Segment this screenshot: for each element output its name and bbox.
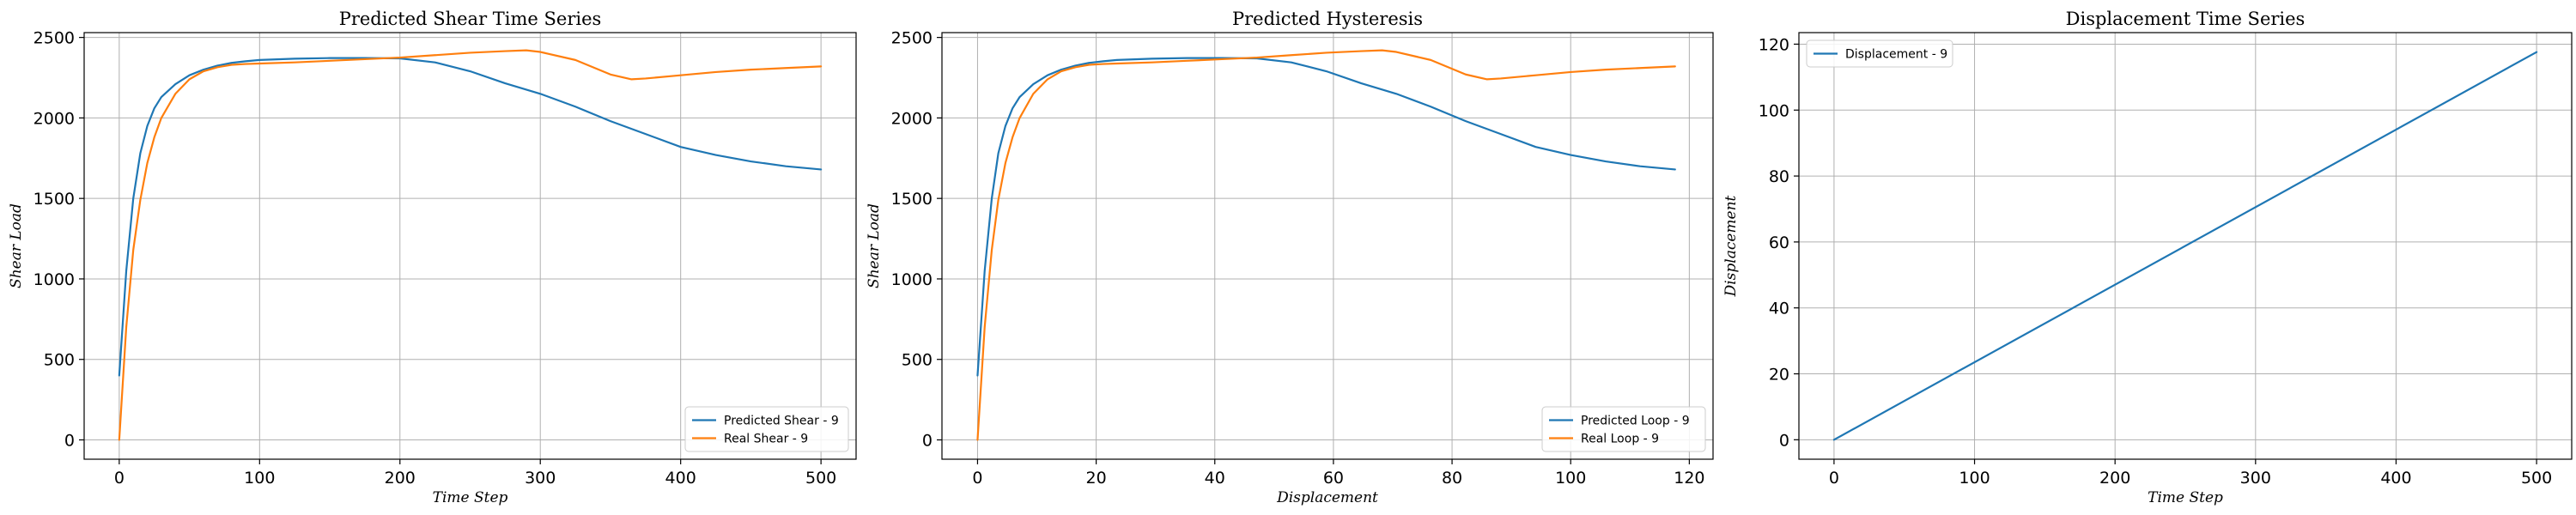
chart-3-y-tick-label: 20 xyxy=(1769,366,1789,385)
chart-3-x-tick-label: 200 xyxy=(2099,469,2130,488)
chart-3-legend-box xyxy=(1806,39,1953,68)
chart-1-x-tick-label: 400 xyxy=(665,469,696,488)
chart-3-series-displacement-9 xyxy=(1832,51,2538,441)
chart-1-legend: Predicted Shear - 9 Real Shear - 9 xyxy=(684,406,849,452)
chart-1-x-tick-label: 100 xyxy=(244,469,275,488)
chart-3-y-axis-label: Displacement xyxy=(1722,195,1740,297)
chart-2-y-tick-label: 0 xyxy=(922,431,933,450)
chart-2-x-tick-label: 0 xyxy=(972,469,982,488)
chart-2-legend-label: Real Loop - 9 xyxy=(1581,433,1659,446)
chart-2-legend-box xyxy=(1541,406,1706,452)
chart-1: 0 100 200 300 400 500 0 500 1000 1500 2000 2500 Pred… xyxy=(8,9,857,506)
chart-3-y-tick-label: 100 xyxy=(1759,101,1789,120)
chart-3-x-tick-label: 0 xyxy=(1829,469,1839,488)
chart-3-x-axis-label: Time Step xyxy=(2148,489,2223,506)
chart-2-y-axis-label: Shear Load xyxy=(866,203,883,288)
chart-3: 0 100 200 300 400 500 0 20 40 60 80 100 120 Displacem… xyxy=(1722,9,2573,506)
chart-3-x-tick-label: 100 xyxy=(1959,469,1990,488)
chart-2-x-tick-label: 100 xyxy=(1555,469,1586,488)
chart-3-x-tick-label: 500 xyxy=(2521,469,2552,488)
chart-2-y-tick-label: 1000 xyxy=(891,270,933,289)
chart-3-legend-label: Displacement - 9 xyxy=(1845,48,1947,62)
chart-2-legend-label: Predicted Loop - 9 xyxy=(1581,415,1690,428)
chart-3-legend: Displacement - 9 xyxy=(1806,39,1953,68)
chart-2-y-tick-label: 2000 xyxy=(891,109,933,128)
chart-2-y-tick-label: 500 xyxy=(902,351,933,370)
chart-3-y-tick-label: 0 xyxy=(1779,431,1789,450)
chart-1-y-tick-label: 0 xyxy=(64,431,75,450)
chart-1-x-tick-label: 0 xyxy=(114,469,125,488)
chart-3-x-tick-label: 400 xyxy=(2380,469,2411,488)
chart-2-x-tick-label: 60 xyxy=(1323,469,1344,488)
chart-1-plot-frame xyxy=(83,32,857,460)
chart-2: 0 20 40 60 80 100 120 0 500 1000 1500 2000 2500 Predi… xyxy=(866,9,1714,506)
chart-2-x-tick-label: 120 xyxy=(1674,469,1704,488)
chart-3-x-tick-label: 300 xyxy=(2240,469,2271,488)
chart-1-y-tick-label: 2500 xyxy=(33,29,75,48)
chart-2-y-tick-label: 2500 xyxy=(891,29,933,48)
chart-1-legend-box xyxy=(684,406,849,452)
chart-2-x-axis-label: Displacement xyxy=(1276,489,1378,506)
chart-2-series-real-loop-9 xyxy=(976,49,1676,441)
chart-2-x-tick-label: 80 xyxy=(1442,469,1462,488)
chart-2-legend: Predicted Loop - 9 Real Loop - 9 xyxy=(1541,406,1706,452)
chart-2-x-tick-label: 40 xyxy=(1205,469,1225,488)
chart-1-x-axis-label: Time Step xyxy=(433,489,508,506)
chart-3-y-tick-label: 80 xyxy=(1769,167,1789,186)
chart-1-y-axis-label: Shear Load xyxy=(8,203,25,288)
chart-2-y-tick-label: 1500 xyxy=(891,190,933,209)
chart-1-x-tick-label: 500 xyxy=(805,469,836,488)
chart-3-title: Displacement Time Series xyxy=(2066,9,2306,29)
chart-1-x-tick-label: 300 xyxy=(525,469,556,488)
chart-2-plot-frame xyxy=(941,32,1714,460)
chart-2-x-tick-label: 20 xyxy=(1086,469,1107,488)
chart-3-y-tick-label: 40 xyxy=(1769,300,1789,318)
chart-2-series-predicted-loop-9 xyxy=(976,57,1676,377)
chart-2-title: Predicted Hysteresis xyxy=(1232,9,1423,29)
chart-3-y-tick-label: 120 xyxy=(1759,35,1789,54)
chart-1-y-tick-label: 1000 xyxy=(33,270,75,289)
chart-1-legend-label: Predicted Shear - 9 xyxy=(724,415,839,428)
chart-1-x-tick-label: 200 xyxy=(385,469,416,488)
chart-1-legend-label: Real Shear - 9 xyxy=(724,433,808,446)
chart-1-series-real-shear-9 xyxy=(118,49,823,441)
chart-1-y-tick-label: 1500 xyxy=(33,190,75,209)
chart-1-title: Predicted Shear Time Series xyxy=(339,9,602,29)
chart-1-y-tick-label: 2000 xyxy=(33,109,75,128)
chart-3-y-tick-label: 60 xyxy=(1769,233,1789,252)
chart-1-y-tick-label: 500 xyxy=(44,351,75,370)
chart-1-series-predicted-shear-9 xyxy=(118,57,823,377)
chart-3-plot-frame xyxy=(1798,32,2573,460)
